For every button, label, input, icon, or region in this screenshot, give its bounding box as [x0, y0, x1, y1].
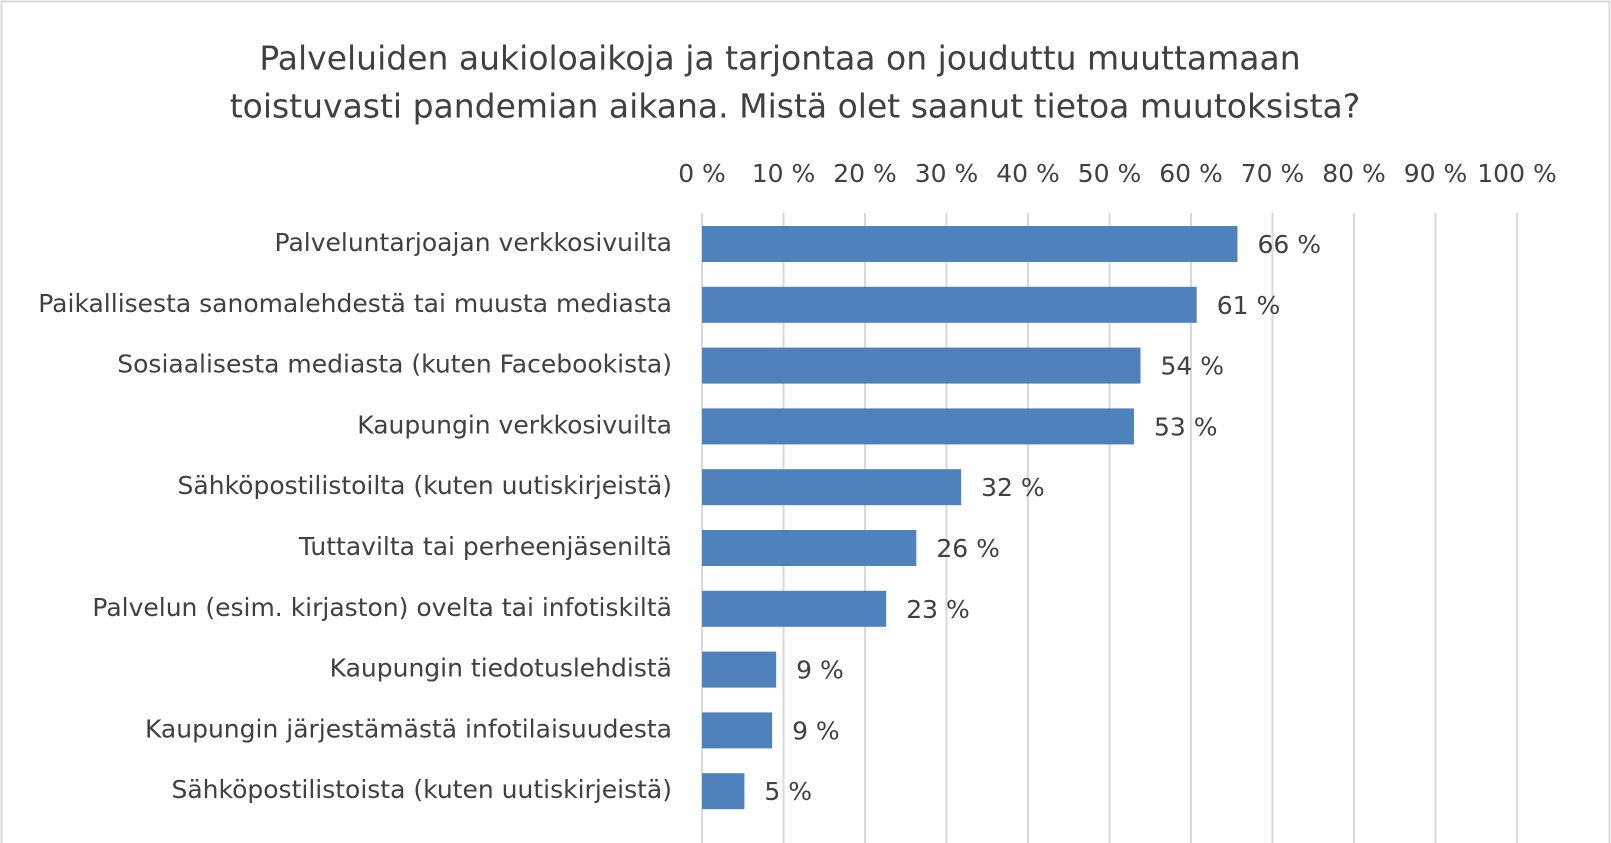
data-label: 9 %: [796, 656, 844, 685]
x-tick-label: 40 %: [996, 159, 1060, 188]
x-tick-label: 100 %: [1477, 159, 1556, 188]
data-label: 32 %: [981, 473, 1045, 502]
y-tick-label: Kaupungin tiedotuslehdistä: [330, 654, 672, 683]
bar: [702, 712, 773, 749]
data-label: 53 %: [1154, 412, 1218, 441]
y-tick-label: Sosiaalisesta mediasta (kuten Facebookis…: [117, 350, 672, 379]
y-tick-label: Kaupungin järjestämästä infotilaisuudest…: [145, 714, 672, 743]
data-label: 26 %: [936, 534, 1000, 563]
bar: [702, 286, 1197, 323]
bar: [702, 651, 777, 688]
bar: [702, 530, 917, 566]
data-label: 54 %: [1160, 352, 1224, 381]
y-tick-label: Kaupungin verkkosivuilta: [357, 410, 672, 439]
y-tick-label: Palvelun (esim. kirjaston) ovelta tai in…: [92, 593, 672, 622]
x-tick-label: 60 %: [1159, 159, 1223, 188]
y-tick-label: Sähköpostilistoilta (kuten uutiskirjeist…: [178, 471, 672, 500]
y-tick-label: Tuttavilta tai perheenjäseniltä: [298, 532, 672, 561]
bar: [702, 590, 887, 627]
x-tick-label: 0 %: [678, 159, 726, 188]
data-label: 5 %: [764, 777, 812, 806]
bar: [702, 347, 1141, 384]
bar: [702, 469, 962, 506]
y-tick-label: Sähköpostilistoista (kuten uutiskirjeist…: [171, 775, 672, 804]
x-tick-label: 50 %: [1078, 159, 1142, 188]
data-label: 9 %: [792, 716, 840, 745]
x-tick-label: 30 %: [915, 159, 979, 188]
y-tick-label: Paikallisesta sanomalehdestä tai muusta …: [38, 289, 672, 318]
x-tick-label: 20 %: [833, 159, 897, 188]
x-tick-label: 80 %: [1322, 159, 1386, 188]
x-tick-label: 70 %: [1241, 159, 1305, 188]
data-label: 66 %: [1257, 230, 1321, 259]
x-tick-label: 90 %: [1404, 159, 1468, 188]
data-label: 61 %: [1217, 291, 1281, 320]
bar: [702, 226, 1238, 262]
chart-title: Palveluiden aukioloaikoja ja tarjontaa o…: [259, 39, 1300, 78]
y-tick-label: Palveluntarjoajan verkkosivuilta: [275, 228, 673, 257]
bar: [702, 773, 745, 810]
data-label: 23 %: [906, 595, 970, 624]
bar: [702, 408, 1134, 445]
x-tick-label: 10 %: [752, 159, 816, 188]
chart-title: toistuvasti pandemian aikana. Mistä olet…: [230, 87, 1361, 126]
